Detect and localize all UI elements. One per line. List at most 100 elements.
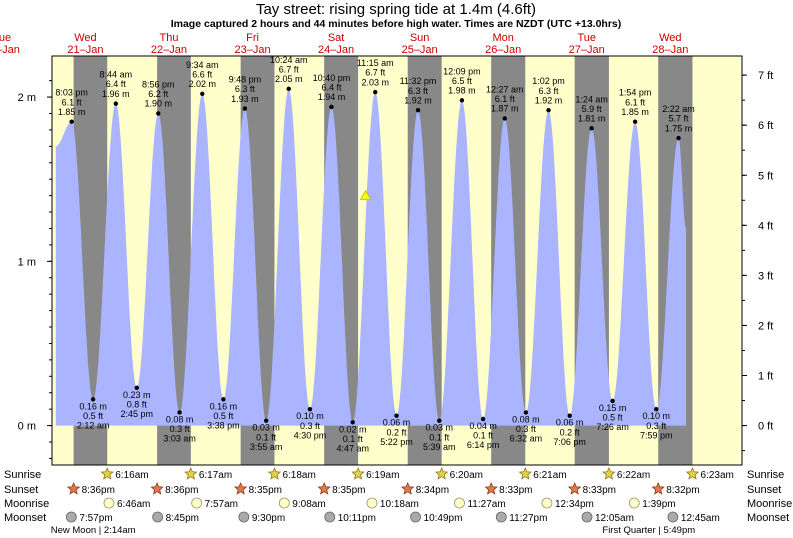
high-tide-point (676, 135, 681, 141)
sunrise-row-label-right: Sunrise (747, 469, 784, 481)
moonrise-icon (191, 497, 203, 509)
high-tide-label: 6.1 ft (495, 94, 516, 104)
moonset-icon (581, 511, 593, 523)
high-tide-label: 1:02 pm (532, 76, 565, 86)
high-tide-label: 6.3 ft (408, 86, 429, 96)
high-tide-label: 1.93 m (231, 94, 259, 104)
high-tide-label: 9:48 pm (229, 75, 262, 85)
y-tick-label-m: 1 m (18, 256, 36, 268)
low-tide-label: 6:32 am (510, 434, 543, 444)
low-tide-label: 0.5 ft (603, 413, 624, 423)
low-tide-point (610, 398, 615, 404)
high-tide-label: 1.75 m (665, 123, 693, 133)
sunset-icon (317, 481, 331, 495)
low-tide-point (221, 397, 226, 402)
high-tide-label: 6.1 ft (62, 97, 83, 107)
high-tide-label: 2.02 m (189, 79, 217, 89)
low-tide-label: 7:26 am (596, 422, 629, 432)
low-tide-label: 0.02 m (339, 424, 367, 434)
y-tick-label-ft: 6 ft (758, 120, 773, 132)
day-date: 28–Jan (652, 44, 688, 56)
sunset-icon (484, 481, 498, 495)
sunrise-time: 6:17am (199, 470, 232, 481)
low-tide-label: 3:55 am (250, 442, 283, 452)
high-tide-point (113, 101, 119, 106)
high-tide-label: 1.85 m (621, 107, 649, 117)
low-tide-label: 0.10 m (643, 411, 671, 421)
tide-curve (55, 89, 687, 426)
low-tide-point (567, 413, 572, 418)
high-tide-label: 1.92 m (535, 95, 563, 105)
high-tide-label: 2.03 m (361, 77, 389, 87)
sunrise-time: 6:21am (533, 470, 566, 481)
high-tide-label: 6.7 ft (365, 68, 386, 78)
low-tide-label: 7:59 pm (640, 430, 673, 440)
low-tide-point (350, 420, 355, 425)
y-tick-label-m: 0 m (18, 421, 36, 433)
high-tide-label: 6.4 ft (106, 79, 127, 89)
high-tide-label: 12:09 pm (443, 66, 481, 76)
low-tide-label: 0.23 m (123, 390, 151, 400)
sunset-time: 8:35pm (332, 485, 365, 496)
low-tide-label: 0.08 m (166, 414, 194, 424)
high-tide-point (286, 86, 291, 92)
low-tide-point (90, 397, 96, 402)
high-tide-label: 6.2 ft (148, 89, 169, 99)
high-tide-label: 6.3 ft (235, 84, 256, 94)
sunrise-icon (267, 466, 282, 480)
high-tide-label: 1.87 m (491, 104, 519, 114)
sunset-time: 8:32pm (666, 485, 699, 496)
high-tide-point (546, 108, 551, 113)
low-tide-label: 6:14 pm (467, 440, 500, 450)
day-name: Fri (246, 32, 259, 44)
y-tick-label-ft: 3 ft (758, 270, 773, 282)
moonset-time: 10:49pm (424, 513, 463, 524)
sunset-time: 8:36pm (82, 485, 115, 496)
day-name: Wed (74, 32, 96, 44)
day-name: Thu (159, 32, 178, 44)
sunset-time: 8:36pm (165, 485, 198, 496)
sunset-time: 8:33pm (499, 485, 532, 496)
high-tide-point (459, 98, 465, 103)
y-tick-label-ft: 0 ft (758, 421, 773, 433)
sunset-icon (651, 481, 665, 495)
low-tide-label: 0.08 m (512, 414, 540, 424)
low-tide-label: 4:30 pm (294, 430, 327, 440)
sunset-row-label-left: Sunset (4, 484, 38, 496)
moonrise-time: 9:08am (292, 499, 325, 510)
high-tide-label: 1.90 m (145, 99, 173, 109)
day-name: Mon (492, 32, 513, 44)
moonrise-icon (541, 497, 553, 509)
sunrise-time: 6:18am (282, 470, 315, 481)
high-tide-label: 2.05 m (275, 74, 303, 84)
low-tide-label: 0.1 ft (429, 432, 450, 442)
moonrise-icon (278, 497, 290, 509)
high-tide-label: 6.5 ft (452, 76, 473, 86)
y-tick-label-ft: 1 ft (758, 371, 773, 383)
high-tide-label: 8:56 pm (142, 79, 175, 89)
moonrise-time: 6:46am (117, 499, 150, 510)
low-tide-label: 3:38 pm (207, 420, 240, 430)
high-tide-label: 1:54 pm (619, 88, 652, 98)
day-date: 21–Jan (67, 44, 103, 56)
high-tide-label: 1.98 m (448, 86, 476, 96)
moonrise-icon (454, 497, 465, 509)
high-tide-point (329, 104, 334, 110)
low-tide-label: 0.5 ft (213, 411, 234, 421)
day-name: Tue (577, 32, 596, 44)
day-date: 26–Jan (485, 44, 521, 56)
day-date: 20–Jan (0, 44, 20, 56)
high-tide-label: 10:40 pm (313, 73, 351, 83)
y-tick-label-ft: 5 ft (758, 170, 773, 182)
low-tide-point (480, 416, 486, 422)
high-tide-point (69, 119, 74, 124)
chart-subtitle: Image captured 2 hours and 44 minutes be… (171, 18, 622, 30)
sunrise-time: 6:23am (700, 470, 733, 481)
moonset-icon (324, 511, 336, 523)
low-tide-label: 0.5 ft (83, 411, 104, 421)
moonrise-time: 12:34pm (555, 499, 594, 510)
moonrise-time: 7:57am (205, 499, 238, 510)
day-name: Sun (410, 32, 430, 44)
high-tide-label: 11:32 pm (400, 76, 437, 86)
sunset-time: 8:34pm (416, 485, 449, 496)
